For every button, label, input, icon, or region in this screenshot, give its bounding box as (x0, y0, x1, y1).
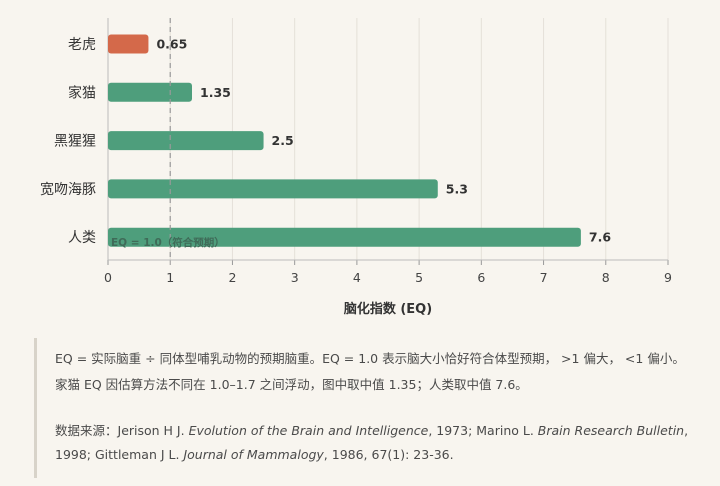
eq-bar-chart: 0 1 2 3 4 5 6 7 8 9 0.65 老虎 1.35 家猫 2.5 黑猩猩 5.3 宽吻海豚 7.6 人… (40, 18, 672, 317)
source-title: Brain Research Bulletin (537, 423, 685, 438)
source-text: 1998; Gittleman J L. (55, 447, 184, 462)
category-label: 宽吻海豚 (40, 181, 96, 198)
x-tick-label: 8 (602, 270, 610, 285)
value-label: 2.5 (272, 133, 294, 148)
value-label: 0.65 (156, 37, 187, 52)
source-title: Evolution of the Brain and Intelligence (188, 423, 429, 438)
x-tick-label: 6 (477, 270, 485, 285)
bar (108, 34, 149, 54)
x-tick-label: 9 (664, 270, 672, 285)
bar (108, 227, 581, 247)
note-source-line-1: 数据来源：Jerison H J. Evolution of the Brain… (55, 422, 688, 440)
x-tick-label: 3 (291, 270, 299, 285)
x-tick-label: 1 (166, 270, 174, 285)
source-title: Journal of Mammalogy (183, 447, 324, 462)
category-label: 黑猩猩 (54, 134, 96, 150)
x-tick-label: 7 (540, 270, 548, 285)
source-text: , 1973; Marino L. (428, 423, 538, 438)
labels: 0.65 老虎 1.35 家猫 2.5 黑猩猩 5.3 宽吻海豚 7.6 人类 EQ = 1.0（符… (40, 18, 611, 260)
value-label: 1.35 (200, 85, 231, 100)
source-text: Jerison H J. (117, 423, 189, 438)
note-eq-definition: EQ = 实际脑重 ÷ 同体型哺乳动物的预期脑重。EQ = 1.0 表示脑大小恰… (55, 351, 685, 366)
x-tick-label: 4 (353, 270, 361, 285)
bar (108, 131, 264, 151)
bar (108, 179, 438, 199)
bar (108, 82, 192, 102)
source-text: , 1986, 67(1): 23-36. (323, 447, 454, 462)
x-tick-label: 5 (415, 270, 423, 285)
notes-box: EQ = 实际脑重 ÷ 同体型哺乳动物的预期脑重。EQ = 1.0 表示脑大小恰… (34, 338, 720, 478)
category-label: 家猫 (68, 84, 96, 101)
note-source-line-2: 1998; Gittleman J L. Journal of Mammalog… (55, 446, 454, 464)
bars (108, 34, 581, 247)
reference-line-label: EQ = 1.0（符合预期） (111, 236, 225, 249)
x-tick-label: 2 (228, 270, 236, 285)
x-tick-label: 0 (104, 270, 112, 285)
note-cat-human: 家猫 EQ 因估算方法不同在 1.0–1.7 之间浮动，图中取中值 1.35；人… (55, 377, 528, 392)
category-label: 人类 (68, 230, 96, 246)
source-label: 数据来源： (55, 423, 118, 438)
category-label: 老虎 (68, 37, 96, 53)
axes: 0 1 2 3 4 5 6 7 8 9 (104, 18, 672, 285)
x-axis-title: 脑化指数 (EQ) (344, 301, 432, 317)
source-text: , (684, 423, 689, 438)
value-label: 5.3 (446, 181, 468, 196)
value-label: 7.6 (589, 230, 611, 245)
